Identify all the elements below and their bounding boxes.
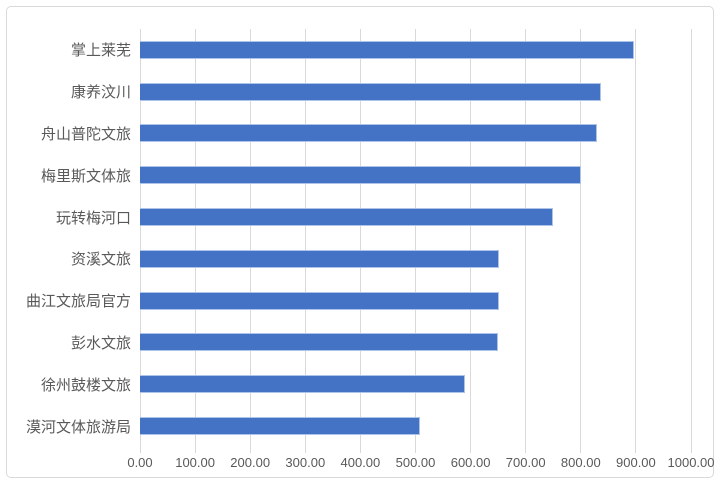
x-axis-tick — [690, 447, 692, 453]
gridline — [415, 29, 416, 447]
gridline — [690, 29, 692, 447]
bar-row — [140, 322, 691, 364]
x-axis-tick-label: 0.00 — [127, 455, 153, 470]
x-axis-tick — [415, 447, 416, 453]
category-axis-labels: 掌上莱芜康养汶川舟山普陀文旅 梅里斯文体旅玩转梅河口资溪文旅曲江文旅局官方彭水文旅… — [7, 29, 131, 447]
gridline — [249, 29, 251, 447]
category-label: 舟山普陀文旅 — [40, 125, 131, 143]
x-axis-tick — [525, 447, 527, 453]
x-axis-tick — [194, 447, 196, 453]
x-axis-tick — [139, 447, 141, 453]
bar — [140, 124, 597, 143]
bar — [140, 166, 581, 185]
x-axis-tick-label: 200.00 — [230, 455, 271, 470]
plot-area — [139, 29, 692, 453]
category-label: 彭水文旅 — [70, 334, 131, 352]
gridline — [194, 29, 196, 447]
category-label: 玩转梅河口 — [55, 209, 131, 227]
bar-row — [140, 154, 691, 196]
gridline — [304, 29, 306, 447]
category-label: 资溪文旅 — [70, 251, 131, 269]
bar-row — [140, 363, 691, 405]
gridline — [635, 29, 637, 447]
bar — [140, 291, 499, 310]
bar — [140, 249, 499, 268]
x-axis-tick-label: 100.00 — [175, 455, 215, 470]
x-axis-tick-label: 1000.00 — [667, 455, 715, 470]
category-label: 梅里斯文体旅 — [40, 167, 131, 185]
bar — [140, 375, 466, 394]
bar — [140, 208, 554, 227]
x-axis-tick-label: 800.00 — [560, 455, 601, 470]
bar-row — [140, 196, 691, 238]
bar-row — [140, 405, 691, 447]
category-label: 徐州鼓楼文旅 — [40, 376, 131, 394]
gridline — [470, 29, 472, 447]
x-axis-tick — [359, 447, 361, 453]
gridline — [139, 29, 141, 447]
bar-row — [140, 113, 691, 155]
gridline — [359, 29, 361, 447]
bar-row — [140, 29, 691, 71]
bar-row — [140, 280, 691, 322]
x-axis-tick-label: 500.00 — [395, 455, 436, 470]
category-label: 掌上莱芜 — [70, 42, 131, 60]
x-axis-tick-label: 300.00 — [285, 455, 326, 470]
x-axis-tick-label: 900.00 — [616, 455, 656, 470]
x-axis-tick — [249, 447, 251, 453]
category-label: 曲江文旅局官方 — [25, 293, 131, 311]
x-axis-tick-label: 600.00 — [450, 455, 491, 470]
x-axis-tick-label: 700.00 — [505, 455, 546, 470]
gridline — [525, 29, 527, 447]
bar — [140, 40, 635, 59]
x-axis-tick — [580, 447, 582, 453]
x-axis-tick — [470, 447, 472, 453]
category-label: 康养汶川 — [70, 84, 131, 102]
bar — [140, 82, 602, 101]
value-axis-labels: 0.00 100.00 200.00 300.00 400.00 500.00 600.00… — [7, 455, 715, 473]
chart-frame: 掌上莱芜康养汶川舟山普陀文旅 梅里斯文体旅玩转梅河口资溪文旅曲江文旅局官方彭水文旅… — [6, 6, 715, 478]
category-label: 漠河文体旅游局 — [25, 418, 131, 436]
bar-row — [140, 71, 691, 113]
x-axis-tick — [304, 447, 306, 453]
x-axis-tick-label: 400.00 — [340, 455, 381, 470]
bar — [140, 417, 420, 436]
bar-rows — [140, 29, 691, 447]
gridline — [580, 29, 582, 447]
bar — [140, 333, 499, 352]
x-axis-tick — [635, 447, 637, 453]
bar-row — [140, 238, 691, 280]
